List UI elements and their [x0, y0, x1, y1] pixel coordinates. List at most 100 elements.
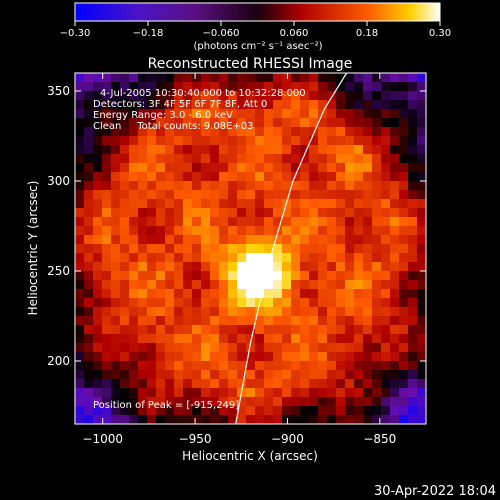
colorbar-tick-label: −0.18 — [133, 28, 164, 39]
heatmap-cell — [255, 415, 265, 424]
heatmap-cell — [372, 415, 382, 424]
heatmap-cell — [399, 109, 409, 119]
heatmap-cell — [399, 73, 409, 83]
heatmap-cell — [228, 388, 238, 398]
heatmap-cell — [237, 91, 247, 101]
heatmap-cell — [273, 163, 283, 173]
heatmap-cell — [372, 397, 382, 407]
heatmap-cell — [381, 235, 391, 245]
heatmap-cell — [309, 109, 319, 119]
heatmap-cell — [237, 325, 247, 335]
heatmap-cell — [84, 199, 94, 209]
heatmap-cell — [237, 181, 247, 191]
heatmap-cell — [264, 109, 274, 119]
heatmap-cell — [75, 118, 85, 128]
heatmap-cell — [309, 208, 319, 218]
heatmap-cell — [327, 289, 337, 299]
heatmap-cell — [309, 379, 319, 389]
heatmap-cell — [183, 325, 193, 335]
heatmap-cell — [129, 136, 139, 146]
heatmap-cell — [417, 100, 426, 110]
heatmap-cell — [291, 352, 301, 362]
heatmap-cell — [417, 199, 426, 209]
heatmap-cell — [102, 271, 112, 281]
heatmap-cell — [156, 280, 166, 290]
heatmap-cell — [309, 199, 319, 209]
heatmap-cell — [93, 370, 103, 380]
heatmap-cell — [246, 397, 256, 407]
heatmap-cell — [282, 154, 292, 164]
heatmap-cell — [273, 388, 283, 398]
heatmap-cell — [255, 334, 265, 344]
heatmap-cell — [291, 145, 301, 155]
heatmap-cell — [336, 208, 346, 218]
heatmap-cell — [246, 82, 256, 92]
heatmap-cell — [300, 280, 310, 290]
heatmap-cell — [381, 199, 391, 209]
heatmap-cell — [255, 370, 265, 380]
heatmap-cell — [309, 91, 319, 101]
heatmap-cell — [318, 325, 328, 335]
heatmap-cell — [111, 181, 121, 191]
heatmap-cell — [174, 352, 184, 362]
heatmap-cell — [300, 136, 310, 146]
heatmap-cell — [246, 361, 256, 371]
heatmap-cell — [390, 253, 400, 263]
heatmap-cell — [156, 289, 166, 299]
heatmap-cell — [183, 361, 193, 371]
heatmap-cell — [390, 208, 400, 218]
heatmap-cell — [84, 370, 94, 380]
heatmap-cell — [192, 262, 202, 272]
heatmap-cell — [210, 154, 220, 164]
heatmap-cell — [84, 127, 94, 137]
heatmap-cell — [156, 172, 166, 182]
heatmap-cell — [192, 91, 202, 101]
heatmap-cell — [264, 199, 274, 209]
heatmap-cell — [165, 136, 175, 146]
heatmap-cell — [417, 325, 426, 335]
heatmap-cell — [93, 181, 103, 191]
heatmap-cell — [255, 91, 265, 101]
heatmap-cell — [390, 298, 400, 308]
x-tick-label: −900 — [271, 432, 304, 446]
heatmap-cell — [345, 325, 355, 335]
heatmap-cell — [372, 127, 382, 137]
heatmap-cell — [282, 109, 292, 119]
heatmap-cell — [264, 154, 274, 164]
heatmap-cell — [228, 73, 238, 83]
heatmap-cell — [246, 262, 256, 272]
heatmap-cell — [336, 343, 346, 353]
heatmap-cell — [282, 316, 292, 326]
heatmap-cell — [174, 406, 184, 416]
annotation-detectors: Detectors: 3F 4F 5F 6F 7F 8F, Att 0 — [93, 99, 267, 110]
heatmap-cell — [129, 280, 139, 290]
heatmap-cell — [138, 82, 148, 92]
heatmap-cell — [318, 334, 328, 344]
heatmap-cell — [201, 199, 211, 209]
heatmap-cell — [318, 145, 328, 155]
heatmap-cell — [192, 73, 202, 83]
heatmap-cell — [264, 82, 274, 92]
heatmap-cell — [129, 172, 139, 182]
heatmap-cell — [111, 316, 121, 326]
heatmap-cell — [327, 100, 337, 110]
heatmap-cell — [219, 388, 229, 398]
heatmap-cell — [255, 154, 265, 164]
heatmap-cell — [138, 307, 148, 317]
heatmap-cell — [408, 253, 418, 263]
heatmap-cell — [138, 235, 148, 245]
heatmap-cell — [120, 298, 130, 308]
heatmap-cell — [264, 325, 274, 335]
heatmap-cell — [138, 190, 148, 200]
heatmap-cell — [390, 271, 400, 281]
heatmap-cell — [129, 406, 139, 416]
heatmap-cell — [228, 334, 238, 344]
heatmap-cell — [111, 370, 121, 380]
heatmap-cell — [345, 226, 355, 236]
heatmap-cell — [147, 415, 157, 424]
heatmap-cell — [102, 397, 112, 407]
heatmap-cell — [174, 415, 184, 424]
heatmap-cell — [147, 271, 157, 281]
heatmap-cell — [156, 82, 166, 92]
heatmap-cell — [417, 217, 426, 227]
